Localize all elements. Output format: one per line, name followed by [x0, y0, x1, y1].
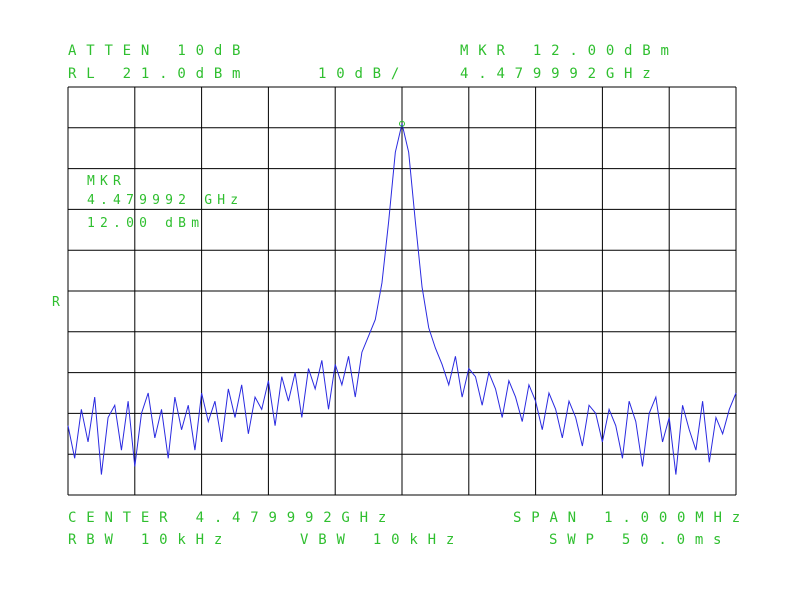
annotation: RBW 10kHz — [68, 532, 232, 548]
annotation: MKR — [87, 174, 126, 189]
annotation: R — [52, 295, 65, 310]
annotation: SWP 50.0ms — [549, 532, 731, 548]
annotation: 4.479992GHz — [460, 66, 661, 82]
annotation: VBW 10kHz — [300, 532, 464, 548]
annotation: 10dB/ — [318, 66, 409, 82]
annotation: ATTEN 10dB — [68, 43, 250, 59]
annotation: SPAN 1.000MHz — [513, 510, 750, 526]
annotation: 12.00 dBm — [87, 216, 204, 231]
annotation: CENTER 4.479992GHz — [68, 510, 396, 526]
marker — [399, 120, 405, 127]
annotation: 4.479992 GHz — [87, 193, 243, 208]
trace — [67, 123, 737, 475]
annotation: MKR 12.00dBm — [460, 43, 679, 59]
annotation: RL 21.0dBm — [68, 66, 250, 82]
